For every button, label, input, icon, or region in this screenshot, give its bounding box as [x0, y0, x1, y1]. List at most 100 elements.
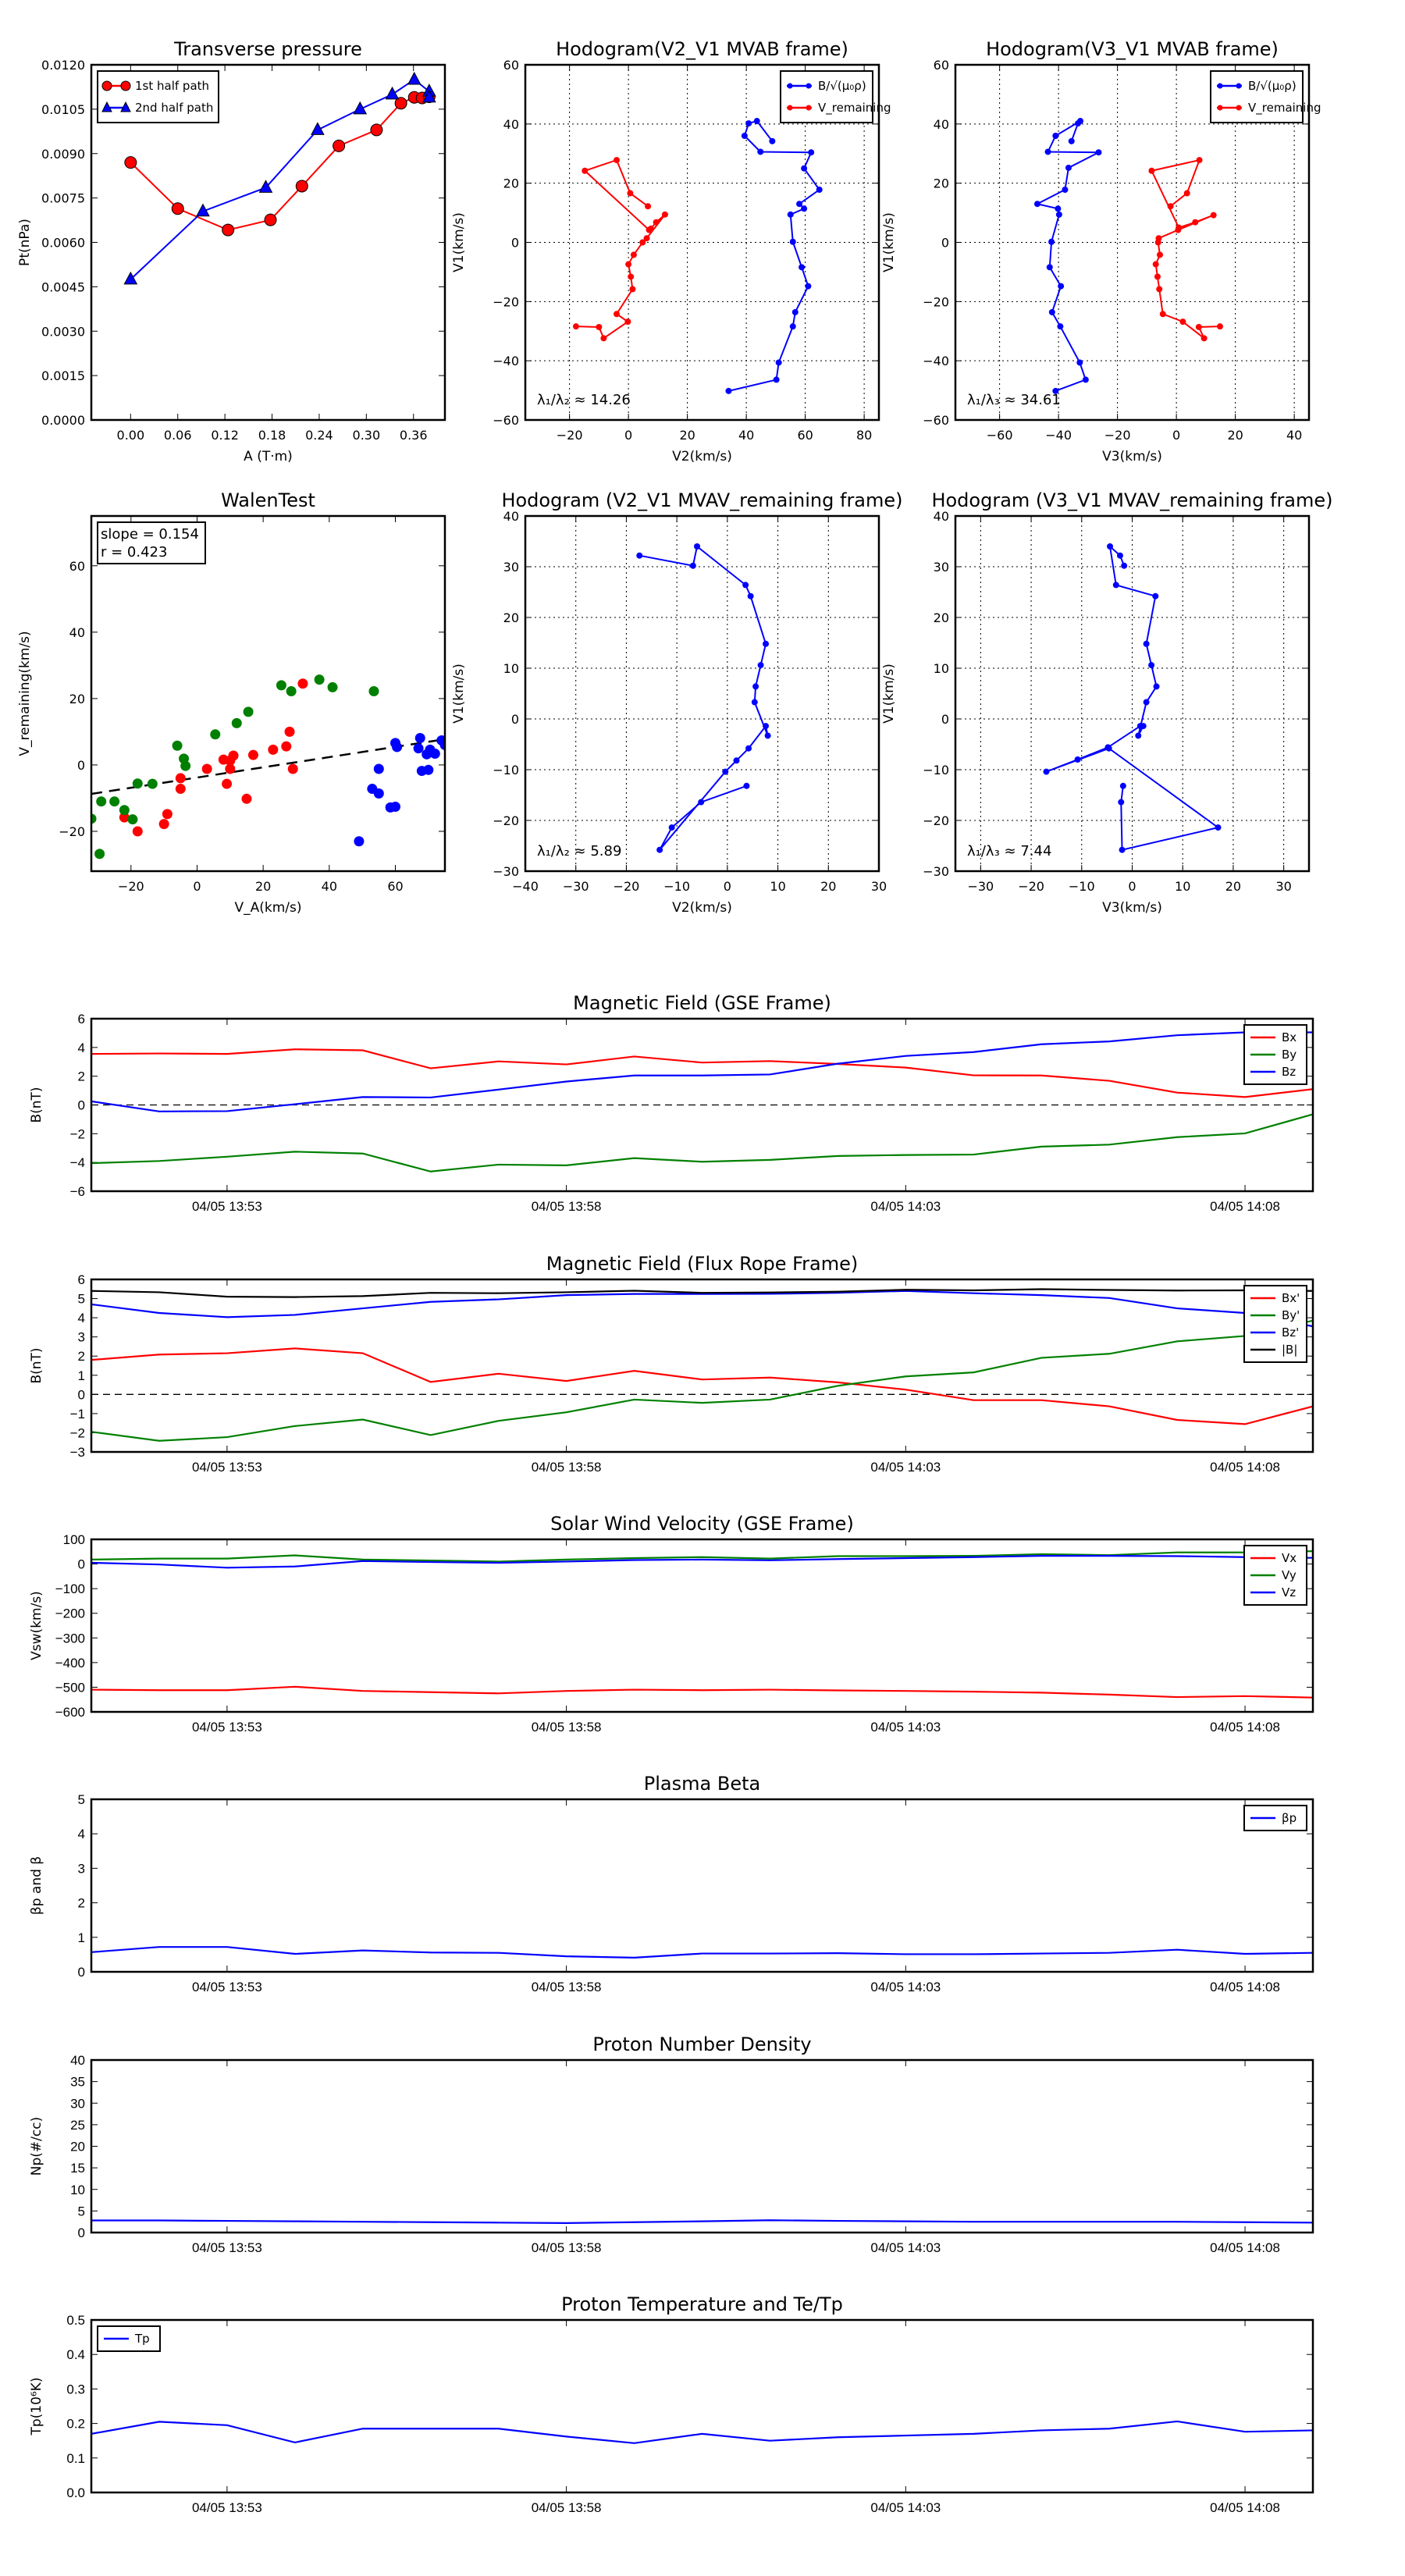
x-tick-label: 30 [871, 879, 887, 894]
data-point-v-remaining [628, 273, 635, 280]
data-point-b- [1065, 164, 1072, 171]
legend-marker [806, 105, 812, 111]
scatter-point-y-component [180, 760, 191, 771]
plot-area [636, 543, 771, 853]
y-tick-label: 60 [69, 559, 85, 574]
legend-label-v-remaining: V_remaining [1248, 101, 1321, 116]
legend: B/√(μ₀ρ) V_remaining [780, 70, 891, 123]
data-point-hodogram [764, 732, 771, 739]
x-tick-label: 60 [387, 879, 403, 894]
scatter-point-x-component [175, 784, 186, 795]
data-point-v-remaining [1196, 157, 1203, 164]
y-axis-label: V1(km/s) [881, 212, 897, 272]
scatter-point-y-component [172, 740, 183, 751]
x-tick-label: 30 [1275, 879, 1291, 894]
r-text: r = 0.423 [101, 544, 167, 560]
chart-plasma-beta: Plasma Beta 04/05 13:53 04/05 13:58 04/05 1… [29, 1773, 1314, 1994]
chart-title: WalenTest [221, 489, 315, 511]
scatter-point-y-component [96, 796, 107, 807]
x-tick-label: 20 [679, 428, 695, 443]
scatter-point-x-component [201, 763, 212, 774]
y-tick-label: 0.2 [66, 2417, 85, 2432]
data-point-hodogram [1153, 683, 1160, 690]
y-axis-label: βp and β [29, 1856, 44, 1915]
axes-frame [90, 63, 446, 422]
legend-box [1210, 70, 1304, 123]
y-tick-label: 0.0090 [41, 147, 85, 162]
scatter-point-x-component [281, 741, 292, 752]
x-tick-label: 04/05 13:58 [532, 1199, 602, 1214]
y-tick-label: 20 [70, 2140, 85, 2154]
y-axis-label: V1(km/s) [881, 664, 897, 724]
y-tick-label: 5 [78, 2204, 85, 2218]
data-point-hodogram [1118, 799, 1125, 806]
y-tick-label: 40 [934, 117, 949, 132]
y-axis-label: Tp(10⁶K) [29, 2377, 44, 2435]
scatter-point-y-component [91, 813, 97, 824]
legend-label-vz: Vz [1282, 1585, 1296, 1599]
y-tick-label: 40 [503, 509, 519, 524]
chart-title: Hodogram (V2_V1 MVAV_remaining frame) [501, 489, 902, 511]
x-tick-label: 04/05 14:08 [1210, 1199, 1280, 1214]
x-tick-label: 0 [1172, 428, 1180, 443]
data-point-hodogram [745, 745, 752, 752]
axes-frame [954, 63, 1311, 422]
scatter-point-y-component [147, 778, 158, 789]
data-point-b- [1033, 201, 1040, 208]
fit-line [91, 738, 445, 795]
data-point-hodogram [1215, 824, 1222, 831]
scatter-point-x-component [158, 819, 169, 830]
scatter-point-x-component [175, 773, 186, 784]
data-point-hodogram [763, 640, 770, 647]
y-tick-label: 30 [503, 560, 519, 575]
y-tick-label: 40 [69, 625, 85, 640]
data-point-v-remaining [1216, 323, 1223, 330]
plot-area [572, 118, 823, 394]
x-tick-label: 20 [255, 879, 271, 894]
y-tick-label: 5 [78, 1292, 85, 1307]
chart-title: Solar Wind Velocity (GSE Frame) [550, 1513, 854, 1535]
legend-label-b-: B/√(μ₀ρ) [818, 79, 866, 93]
y-tick-label: 20 [934, 610, 949, 625]
scatter-point-y-component [119, 805, 130, 816]
y-tick-label: −400 [55, 1656, 85, 1670]
data-point-hodogram [668, 824, 675, 831]
y-tick-label: −20 [923, 813, 949, 828]
y-tick-label: 0 [78, 2226, 85, 2240]
x-tick-label: 60 [797, 428, 813, 443]
x-tick-label: 04/05 14:08 [1210, 2240, 1280, 2255]
y-axis-label: V1(km/s) [451, 664, 467, 724]
series-line-b- [1035, 120, 1099, 392]
y-tick-label: 0 [78, 1387, 85, 1402]
data-point-b- [1058, 283, 1065, 290]
y-tick-label: 0.0 [66, 2485, 85, 2500]
data-point-b- [753, 118, 760, 125]
plot-area [91, 2219, 1313, 2224]
legend-marker [787, 105, 793, 111]
data-point-hodogram [1105, 745, 1112, 752]
x-tick-label: −20 [1018, 879, 1044, 894]
legend-label-b-: B/√(μ₀ρ) [1248, 79, 1297, 93]
x-tick-label: −40 [512, 879, 539, 894]
x-tick-label: 04/05 14:03 [870, 2240, 941, 2255]
x-tick-label: 80 [856, 428, 872, 443]
y-tick-label: 4 [78, 1311, 85, 1325]
y-tick-label: 2 [78, 1349, 85, 1364]
legend-label--p: βp [1282, 1811, 1297, 1825]
y-tick-label: −20 [493, 294, 519, 309]
data-point-v-remaining [1159, 311, 1166, 318]
data-point-b- [769, 137, 776, 144]
y-tick-label: −20 [923, 294, 949, 309]
y-tick-label: 25 [70, 2118, 85, 2133]
data-point-b- [757, 148, 764, 155]
y-tick-label: 4 [78, 1827, 85, 1841]
series-line-hodogram [1046, 544, 1220, 851]
y-tick-label: 2 [78, 1069, 85, 1084]
y-tick-label: −2 [70, 1425, 85, 1440]
x-tick-label: 04/05 14:08 [1210, 2500, 1280, 2515]
y-tick-label: 0 [511, 712, 519, 727]
chart-hodogram-v3v1-mvav: Hodogram (V3_V1 MVAV_remaining frame) −30… [881, 489, 1333, 916]
y-tick-label: 30 [70, 2096, 85, 2111]
chart-mag-fluxrope: Magnetic Field (Flux Rope Frame) 04/05 13… [29, 1253, 1314, 1475]
